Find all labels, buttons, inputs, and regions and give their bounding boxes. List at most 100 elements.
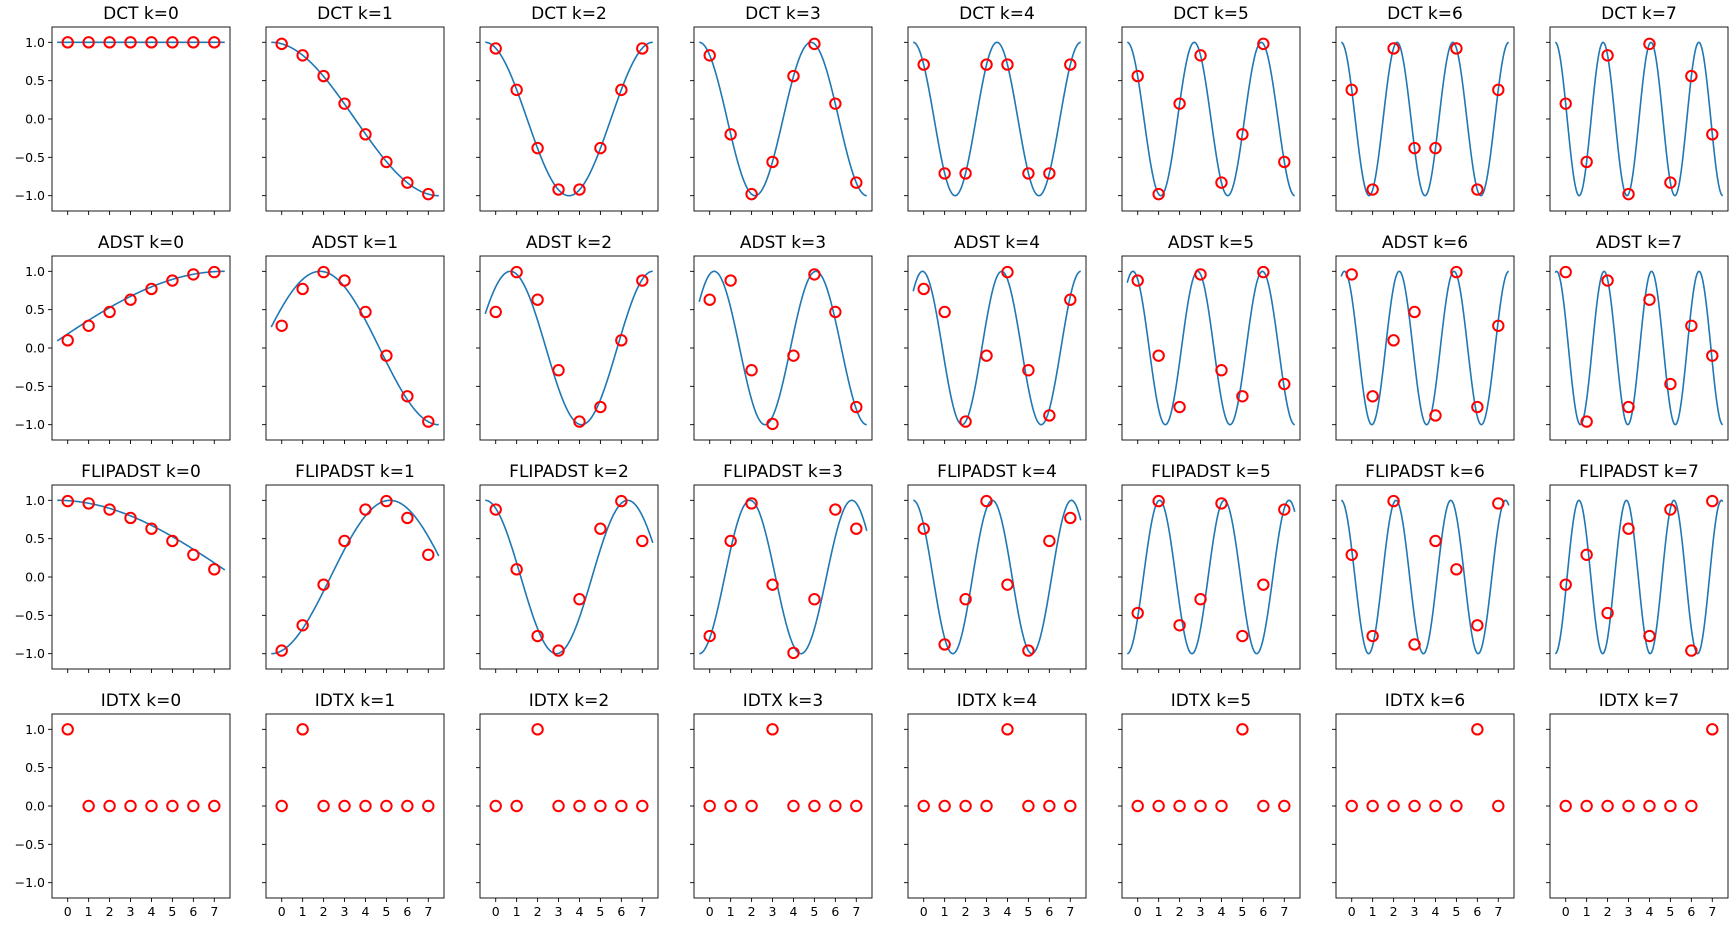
sample-point	[489, 799, 502, 813]
sample-point	[1471, 723, 1484, 736]
sample-point	[422, 187, 435, 201]
x-tick-label: 1	[1583, 904, 1591, 919]
sample-point	[208, 799, 221, 813]
x-tick-label: 3	[1197, 904, 1205, 919]
subplot-idtx-k1: IDTX k=1 0 1 2 3 4 5 6 7	[262, 691, 445, 919]
sample-point	[703, 629, 716, 643]
subplot-flipadst-k5: FLIPADST k=5	[1118, 462, 1301, 673]
sample-point	[636, 799, 649, 813]
sample-point	[1706, 349, 1719, 362]
sample-point	[1022, 364, 1035, 377]
axes-frame	[907, 255, 1087, 441]
subplot-title: DCT k=2	[531, 4, 607, 24]
sample-point	[850, 176, 863, 189]
x-tick-label: 2	[962, 904, 970, 919]
sample-point	[296, 723, 309, 736]
sample-point	[808, 268, 821, 281]
sample-point	[829, 799, 842, 813]
subplot-title: FLIPADST k=2	[509, 462, 629, 482]
sample-point	[1408, 141, 1421, 155]
sample-point	[317, 69, 330, 83]
y-tick-label: 0.0	[25, 112, 45, 127]
sample-point	[703, 799, 716, 813]
x-tick-label: 1	[727, 904, 735, 919]
sample-point	[1152, 349, 1165, 362]
sample-point	[1131, 799, 1144, 813]
basis-curve	[698, 270, 867, 426]
sample-point	[594, 141, 607, 155]
sample-point	[1257, 37, 1270, 51]
sample-point	[724, 799, 737, 813]
sample-point	[636, 534, 649, 548]
axes-frame	[1549, 713, 1729, 899]
x-tick-label: 2	[1176, 904, 1184, 919]
subplot-idtx-k2: IDTX k=2 0 1 2 3 4 5 6 7	[476, 691, 659, 919]
subplot-title: ADST k=4	[954, 233, 1040, 253]
x-tick-label: 4	[147, 904, 155, 919]
axes-frame	[265, 713, 445, 899]
subplot-title: IDTX k=4	[957, 691, 1037, 711]
sample-point	[531, 723, 544, 736]
x-tick-label: 0	[64, 904, 72, 919]
sample-point	[1366, 629, 1379, 643]
subplot-flipadst-k0: FLIPADST k=0 1.0 0.5 0.0 −0.5 −1.0	[15, 462, 231, 673]
subplot-dct-k6: DCT k=6	[1332, 4, 1515, 215]
sample-point	[338, 799, 351, 813]
sample-point	[573, 593, 586, 606]
x-tick-label: 7	[1708, 904, 1716, 919]
sample-point	[422, 415, 435, 428]
sample-point	[1064, 58, 1077, 71]
sample-point	[1643, 799, 1656, 813]
x-tick-label: 3	[555, 904, 563, 919]
sample-point	[938, 799, 951, 813]
sample-point	[829, 503, 842, 516]
sample-point	[938, 638, 951, 651]
sample-point	[1492, 83, 1505, 97]
subplot-title: ADST k=7	[1596, 233, 1682, 253]
subplot-title: FLIPADST k=6	[1365, 462, 1485, 482]
sample-point	[359, 503, 372, 516]
x-tick-label: 5	[1238, 904, 1246, 919]
x-tick-label: 5	[1024, 904, 1032, 919]
sample-point	[1173, 97, 1186, 110]
sample-point	[959, 593, 972, 606]
sample-point	[1194, 268, 1207, 281]
x-tick-label: 0	[1134, 904, 1142, 919]
y-tick-label: −1.0	[15, 646, 45, 661]
x-tick-label: 1	[513, 904, 521, 919]
sample-point	[552, 183, 565, 196]
sample-point	[1152, 494, 1165, 508]
sample-point	[1664, 377, 1677, 391]
sample-point	[1278, 799, 1291, 813]
sample-point	[275, 319, 288, 332]
subplot-title: FLIPADST k=5	[1151, 462, 1271, 482]
sample-point	[275, 644, 288, 657]
sample-point	[787, 799, 800, 813]
sample-point	[766, 155, 779, 169]
y-tick-label: −1.0	[15, 875, 45, 890]
sample-point	[703, 49, 716, 62]
subplot-title: IDTX k=7	[1599, 691, 1679, 711]
x-tick-label: 5	[596, 904, 604, 919]
sample-point	[510, 265, 523, 279]
sample-point	[959, 167, 972, 180]
sample-point	[296, 282, 309, 296]
sample-point	[510, 563, 523, 576]
sample-point	[1685, 69, 1698, 83]
sample-point	[594, 400, 607, 414]
x-tick-label: 6	[617, 904, 625, 919]
sample-point	[594, 522, 607, 535]
sample-point	[1345, 548, 1358, 561]
subplot-title: IDTX k=6	[1385, 691, 1465, 711]
x-tick-label: 0	[706, 904, 714, 919]
subplot-title: IDTX k=0	[101, 691, 181, 711]
sample-point	[1022, 167, 1035, 180]
sample-point	[1685, 799, 1698, 813]
sample-point	[1001, 58, 1014, 71]
subplot-dct-k7: DCT k=7	[1546, 4, 1729, 215]
basis-curve	[56, 270, 225, 342]
basis-curve	[271, 41, 439, 197]
sample-point	[1278, 155, 1291, 169]
axes-frame	[1549, 484, 1729, 670]
sample-point	[103, 799, 116, 813]
